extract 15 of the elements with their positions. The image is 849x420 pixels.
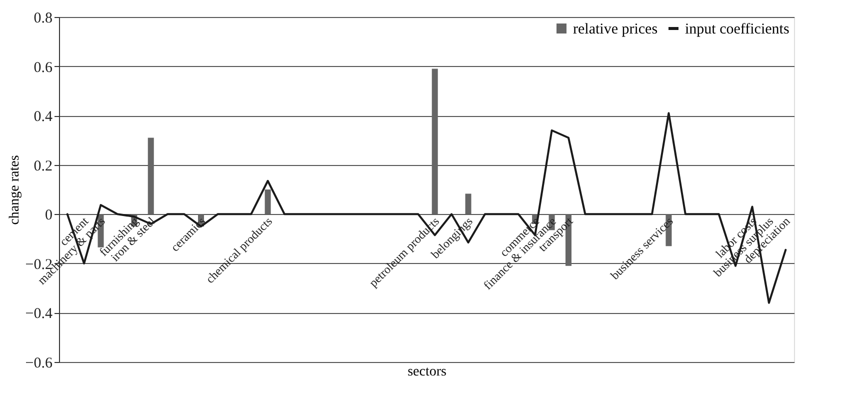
bar <box>148 138 154 214</box>
y-tick-label: 0.6 <box>34 60 53 76</box>
y-tick-label: 0.4 <box>34 109 53 126</box>
legend-label: input coefficients <box>685 22 790 38</box>
x-axis-title: sectors <box>408 364 446 380</box>
y-tick-label: 0.8 <box>34 10 52 26</box>
bar <box>465 194 472 214</box>
y-tick-label: −0.4 <box>25 306 53 322</box>
bar <box>432 68 438 214</box>
legend-label: relative prices <box>573 22 658 38</box>
y-tick-label: −0.6 <box>25 356 53 372</box>
y-axis-title: change rates <box>7 155 22 225</box>
bar <box>264 190 271 214</box>
y-tick-label: 0 <box>45 208 52 224</box>
y-tick-label: 0.2 <box>34 158 52 174</box>
